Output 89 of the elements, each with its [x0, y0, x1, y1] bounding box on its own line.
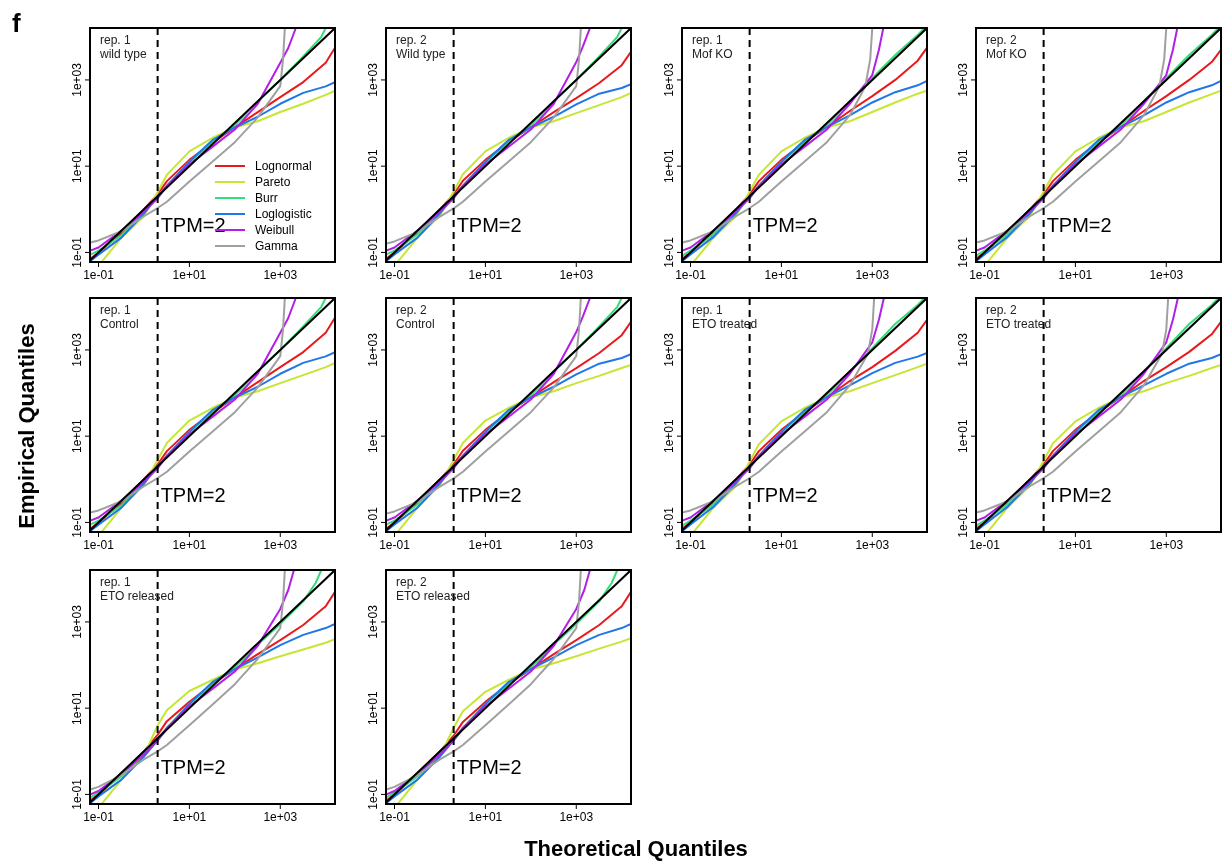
legend-label: Loglogistic [255, 207, 312, 221]
annotation: ETO treated [692, 317, 758, 331]
x-tick-label: 1e+03 [855, 538, 890, 552]
y-tick-label: 1e+03 [70, 332, 84, 367]
text: f [12, 8, 21, 38]
annotation: Control [396, 317, 435, 331]
legend-label: Burr [255, 191, 278, 205]
x-tick-label: 1e+01 [1058, 268, 1093, 282]
y-tick-label: 1e+03 [662, 332, 676, 367]
annotation: Mof KO [692, 47, 733, 61]
y-tick-label: 1e+03 [70, 62, 84, 97]
x-tick-label: 1e+01 [468, 810, 503, 824]
x-tick-label: 1e-01 [379, 268, 411, 282]
annotation: rep. 1 [692, 33, 724, 47]
x-tick-label: 1e+03 [559, 810, 594, 824]
y-tick-label: 1e+01 [366, 419, 380, 454]
annotation: Wild type [396, 47, 446, 61]
x-tick-label: 1e+03 [263, 810, 298, 824]
x-tick-label: 1e-01 [83, 538, 115, 552]
y-tick-label: 1e+03 [366, 604, 380, 639]
x-tick-label: 1e+01 [468, 268, 503, 282]
x-tick-label: 1e-01 [969, 268, 1001, 282]
y-axis-title: Empirical Quantiles [14, 323, 39, 529]
x-tick-label: 1e+01 [764, 538, 799, 552]
y-tick-label: 1e+03 [70, 604, 84, 639]
y-tick-label: 1e+03 [366, 332, 380, 367]
x-tick-label: 1e-01 [83, 268, 115, 282]
ref-line-label: TPM=2 [752, 214, 818, 236]
y-tick-label: 1e+01 [366, 691, 380, 726]
y-tick-label: 1e+03 [956, 332, 970, 367]
ref-line-label: TPM=2 [160, 756, 226, 778]
y-tick-label: 1e+01 [70, 149, 84, 184]
annotation: rep. 2 [396, 575, 428, 589]
ref-line-label: TPM=2 [752, 484, 818, 506]
y-tick-label: 1e+01 [956, 419, 970, 454]
y-tick-label: 1e+01 [662, 419, 676, 454]
annotation: rep. 1 [100, 575, 132, 589]
ref-line-label: TPM=2 [160, 214, 226, 236]
annotation: rep. 2 [986, 33, 1018, 47]
x-tick-label: 1e+03 [559, 268, 594, 282]
annotation: ETO released [100, 589, 174, 603]
x-tick-label: 1e+01 [764, 268, 799, 282]
legend-label: Pareto [255, 175, 291, 189]
annotation: rep. 1 [692, 303, 724, 317]
ref-line-label: TPM=2 [456, 484, 522, 506]
annotation: Control [100, 317, 139, 331]
x-tick-label: 1e-01 [379, 538, 411, 552]
x-tick-label: 1e+01 [1058, 538, 1093, 552]
y-tick-label: 1e+03 [662, 62, 676, 97]
x-tick-label: 1e+01 [172, 268, 207, 282]
y-tick-label: 1e+01 [366, 149, 380, 184]
annotation: rep. 2 [986, 303, 1018, 317]
ref-line-label: TPM=2 [1046, 484, 1112, 506]
x-axis-title: Theoretical Quantiles [524, 836, 748, 861]
annotation: rep. 2 [396, 303, 428, 317]
x-tick-label: 1e+03 [1149, 538, 1184, 552]
x-tick-label: 1e+03 [559, 538, 594, 552]
x-tick-label: 1e+01 [172, 810, 207, 824]
annotation: wild type [99, 47, 148, 61]
annotation: Mof KO [986, 47, 1027, 61]
legend-label: Gamma [255, 239, 298, 253]
annotation: ETO released [396, 589, 470, 603]
y-tick-label: 1e+01 [70, 691, 84, 726]
y-tick-label: 1e+01 [956, 149, 970, 184]
y-tick-label: 1e+03 [956, 62, 970, 97]
x-tick-label: 1e+01 [468, 538, 503, 552]
x-tick-label: 1e-01 [969, 538, 1001, 552]
annotation: ETO treated [986, 317, 1052, 331]
x-tick-label: 1e+03 [1149, 268, 1184, 282]
legend-label: Lognormal [255, 159, 312, 173]
y-tick-label: 1e+01 [662, 149, 676, 184]
ref-line-label: TPM=2 [456, 214, 522, 236]
x-tick-label: 1e-01 [379, 810, 411, 824]
y-tick-label: 1e+03 [366, 62, 380, 97]
ref-line-label: TPM=2 [160, 484, 226, 506]
annotation: rep. 1 [100, 33, 132, 47]
x-tick-label: 1e-01 [675, 538, 707, 552]
x-tick-label: 1e-01 [675, 268, 707, 282]
x-tick-label: 1e+03 [263, 268, 298, 282]
legend-label: Weibull [255, 223, 295, 237]
x-tick-label: 1e+01 [172, 538, 207, 552]
x-tick-label: 1e+03 [263, 538, 298, 552]
annotation: rep. 1 [100, 303, 132, 317]
ref-line-label: TPM=2 [456, 756, 522, 778]
annotation: rep. 2 [396, 33, 428, 47]
y-tick-label: 1e+01 [70, 419, 84, 454]
ref-line-label: TPM=2 [1046, 214, 1112, 236]
x-tick-label: 1e+03 [855, 268, 890, 282]
x-tick-label: 1e-01 [83, 810, 115, 824]
